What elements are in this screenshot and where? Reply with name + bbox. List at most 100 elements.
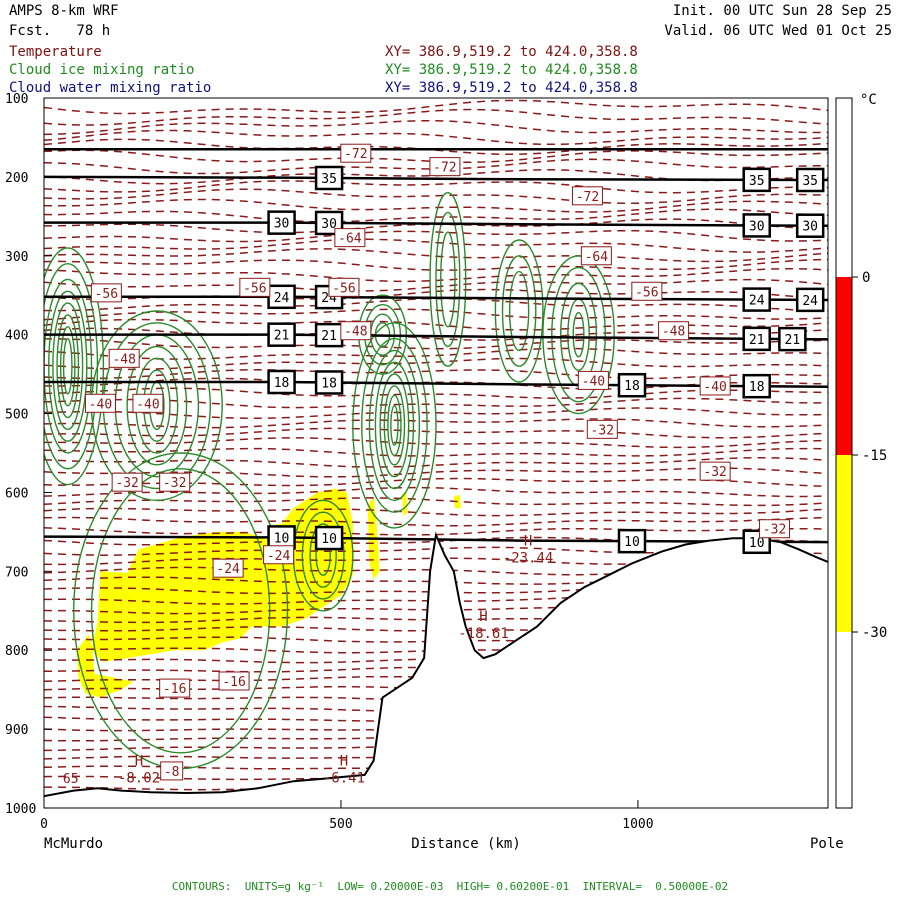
colorbar-band-1 xyxy=(836,277,852,455)
forecast-hour: Fcst. 78 h xyxy=(9,23,111,39)
temperature-label-box xyxy=(340,321,372,341)
ice-contour xyxy=(62,337,73,395)
field-water-label: Cloud water mixing ratio xyxy=(9,80,212,96)
y-tick-label: 500 xyxy=(5,408,28,423)
y-tick-label: 1000 xyxy=(5,802,36,817)
field-temperature-label: Temperature xyxy=(9,44,102,60)
isoline-label: 30 xyxy=(321,217,337,232)
field-water-xy: XY= 386.9,519.2 to 424.0,358.8 xyxy=(385,80,638,96)
temperature-label-box xyxy=(586,419,618,439)
extremum-value: -23.44 xyxy=(503,550,554,566)
ice-contour xyxy=(56,314,80,419)
extremum-marker: H xyxy=(340,753,348,769)
temperature-contour xyxy=(44,180,828,194)
y-tick-label: 800 xyxy=(5,644,28,659)
temperature-contour xyxy=(44,369,828,380)
temperature-label: -64 xyxy=(585,250,609,265)
isoline-label-box xyxy=(314,165,344,191)
ice-contour xyxy=(494,239,544,383)
ice-contour xyxy=(48,290,88,442)
isoline-label-box xyxy=(314,370,344,395)
temperature-label: -72 xyxy=(433,161,456,176)
x-right-end-label: Pole xyxy=(810,836,844,852)
ice-contour xyxy=(374,361,415,490)
isoline-label-box xyxy=(267,210,296,235)
temperature-label-box xyxy=(580,246,612,266)
temperature-label: -32 xyxy=(591,423,614,438)
isoline-label: 24 xyxy=(749,294,765,309)
field-ice-label: Cloud ice mixing ratio xyxy=(9,62,195,78)
ice-contour xyxy=(309,523,337,588)
isoline-label: 24 xyxy=(274,291,290,306)
ice-contour xyxy=(551,266,606,403)
isoline-label-box xyxy=(617,528,647,554)
temperature-contour xyxy=(44,188,828,205)
ice-contour xyxy=(90,468,271,754)
y-tick-label: 300 xyxy=(5,250,28,265)
temperature-label-box xyxy=(159,678,191,698)
isoline-label-box xyxy=(742,326,771,352)
temperature-contour xyxy=(44,447,828,457)
temperature-label-box xyxy=(263,545,295,565)
temperature-label: -56 xyxy=(95,287,118,302)
isoline-label: 30 xyxy=(274,217,290,232)
ice-contour xyxy=(387,394,402,457)
ice-contour xyxy=(379,373,410,478)
temperature-label: -32 xyxy=(763,523,786,538)
shaded-region-1 xyxy=(76,634,134,698)
ice-contour xyxy=(508,270,530,352)
temperature-label-box xyxy=(699,461,731,481)
isoline-label-box xyxy=(795,213,825,238)
isoline-label: 21 xyxy=(321,329,337,344)
field-temperature-xy: XY= 386.9,519.2 to 424.0,358.8 xyxy=(385,44,638,60)
temperature-contour xyxy=(44,108,828,126)
isoline-label: 24 xyxy=(802,294,818,309)
ice-contour xyxy=(44,247,105,486)
ice-contour xyxy=(501,255,537,367)
isoline xyxy=(44,295,828,302)
temperature-label: -32 xyxy=(703,465,726,480)
isoline-label: 35 xyxy=(802,174,818,189)
ice-contour xyxy=(383,385,406,466)
ice-contour xyxy=(368,349,421,502)
temperature-label: -32 xyxy=(163,476,186,491)
colorbar-unit: °C xyxy=(860,92,877,108)
temperature-label-box xyxy=(334,228,366,248)
x-tick-label: 0 xyxy=(40,817,48,832)
isoline-label: 18 xyxy=(749,380,765,395)
ice-contour xyxy=(59,326,76,407)
temperature-label: -40 xyxy=(89,397,112,412)
temperature-label: -48 xyxy=(112,352,135,367)
plot-frame xyxy=(43,97,829,809)
isoline-label: 10 xyxy=(749,536,765,551)
temperature-label: -40 xyxy=(582,374,605,389)
temperature-label-box xyxy=(699,376,731,396)
colorbar-band-0 xyxy=(836,98,852,277)
extremum-value: -6.41 xyxy=(323,770,365,786)
temperature-contour xyxy=(44,119,828,136)
plot-area xyxy=(44,99,828,808)
colorbar-band-2 xyxy=(836,455,852,632)
x-axis-label: Distance (km) xyxy=(411,836,521,852)
isoline-label: 18 xyxy=(321,376,337,391)
temperature-contour xyxy=(44,397,828,409)
temperature-label: -56 xyxy=(332,281,355,296)
temperature-label: -56 xyxy=(243,281,266,296)
ice-contour xyxy=(126,345,188,466)
isoline-label-box xyxy=(742,167,771,193)
isoline xyxy=(44,535,828,544)
isoline-label-box xyxy=(742,287,771,312)
temperature-label-box xyxy=(577,370,609,390)
ice-contour xyxy=(542,255,615,415)
temperature-label: -24 xyxy=(216,562,240,577)
isoline-label: 18 xyxy=(274,376,290,391)
temperature-contour xyxy=(44,308,828,321)
model-title: AMPS 8-km WRF xyxy=(9,3,119,19)
colorbar-tick-label: -30 xyxy=(862,625,887,641)
temperature-contour xyxy=(44,338,828,350)
temperature-label: -48 xyxy=(662,325,685,340)
isoline-label: 30 xyxy=(749,219,765,234)
extremum-marker: H xyxy=(524,533,532,549)
temperature-label-box xyxy=(340,143,372,163)
